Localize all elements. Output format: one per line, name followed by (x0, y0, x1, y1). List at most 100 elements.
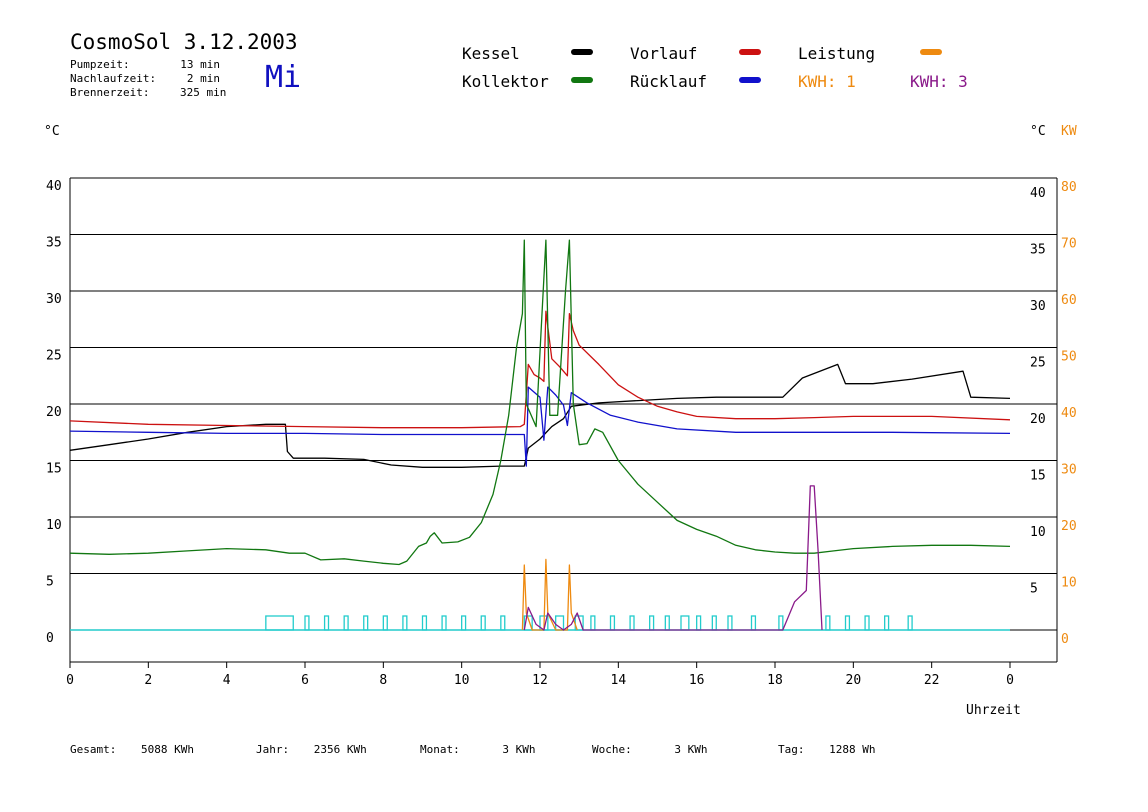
y-tick-label-kw: 80 (1061, 180, 1077, 195)
y-tick-label-right: 25 (1030, 356, 1046, 371)
pump-pulse (363, 615, 369, 631)
x-tick-label: 10 (454, 673, 470, 688)
y-tick-label-left: 40 (46, 179, 62, 194)
series-line-kwh (523, 485, 823, 631)
y-tick-label-kw: 20 (1061, 519, 1077, 534)
pump-pulse (304, 615, 310, 631)
stat-value: 325 min (180, 86, 227, 99)
pump-pulse (825, 615, 831, 631)
legend-leistung-label: Leistung (798, 44, 876, 63)
pump-pulse (750, 615, 757, 631)
pump-pulse (523, 615, 533, 631)
footer-value: 1288 Wh (829, 743, 876, 756)
pump-pulse (629, 615, 635, 631)
pump-pulse (500, 615, 506, 631)
pump-pulse (609, 615, 616, 631)
footer-monat: Monat: 3 KWh (420, 743, 536, 756)
footer-label: Jahr: (256, 743, 290, 756)
y-tick-label-kw: 30 (1061, 463, 1077, 478)
pump-pulse (421, 615, 428, 631)
pump-pulse (590, 615, 596, 631)
y-tick-label-kw: 60 (1061, 293, 1077, 308)
y-tick-label-kw: 50 (1061, 350, 1077, 365)
footer-value: 3 KWh (502, 743, 536, 756)
x-tick-label: 8 (379, 673, 387, 688)
pump-pulse (382, 615, 388, 631)
footer-gesamt: Gesamt: 5088 KWh (70, 743, 194, 756)
y-tick-label-kw: 70 (1061, 237, 1077, 252)
y-tick-label-right: 10 (1030, 525, 1046, 540)
right-axis-unit-kw: KW (1061, 124, 1077, 139)
pump-pulse (907, 615, 913, 631)
pump-pulse (884, 615, 890, 631)
x-tick-label: 0 (1006, 673, 1014, 688)
y-tick-label-left: 10 (46, 518, 62, 533)
stat-value: 2 min (186, 72, 220, 85)
stat-value: 13 min (180, 58, 220, 71)
footer-value: 5088 KWh (140, 743, 194, 756)
y-tick-label-kw: 40 (1061, 406, 1077, 421)
pump-pulse (696, 615, 702, 631)
pump-pulse (461, 615, 467, 631)
y-tick-label-left: 30 (46, 292, 62, 307)
footer-value: 2356 KWh (313, 743, 367, 756)
pump-pulse (680, 615, 690, 631)
series-line-rcklauf (69, 386, 1011, 467)
footer-label: Tag: (778, 743, 805, 756)
series-line-kessel (69, 363, 1011, 468)
x-tick-label: 2 (144, 673, 152, 688)
x-tick-label: 20 (846, 673, 862, 688)
y-tick-label-right: 30 (1030, 299, 1046, 314)
y-tick-label-right: 15 (1030, 469, 1046, 484)
y-tick-label-right: 40 (1030, 186, 1046, 201)
stat-label: Nachlaufzeit: (70, 72, 157, 85)
footer-label: Monat: (420, 743, 460, 756)
legend-ruecklauf-label: Rücklauf (630, 72, 708, 91)
legend-kwh1-label: KWH: 1 (798, 72, 856, 91)
footer-jahr: Jahr: 2356 KWh (256, 743, 367, 756)
y-tick-label-left: 5 (46, 575, 54, 590)
y-tick-label-kw: 0 (1061, 632, 1069, 647)
x-axis-label: Uhrzeit (966, 703, 1021, 718)
x-tick-label: 4 (223, 673, 231, 688)
series-line-leistung (521, 558, 578, 631)
legend-vorlauf-label: Vorlauf (630, 44, 698, 63)
x-tick-label: 0 (66, 673, 74, 688)
y-tick-label-left: 25 (46, 349, 62, 364)
right-axis-unit-c: °C (1030, 124, 1046, 139)
stat-label: Brennerzeit: (70, 86, 150, 99)
pump-pulse (265, 615, 294, 631)
pump-pulse (480, 615, 486, 631)
y-tick-label-left: 0 (46, 631, 54, 646)
pump-pulse (727, 615, 733, 631)
pump-pulse (844, 615, 851, 631)
y-tick-label-left: 15 (46, 462, 62, 477)
x-tick-label: 12 (532, 673, 548, 688)
series-line-vorlauf (69, 310, 1011, 429)
pump-pulse (778, 615, 784, 631)
pump-pulse (864, 615, 870, 631)
legend-kollektor-label: Kollektor (462, 72, 549, 91)
legend-kwh3-label: KWH: 3 (910, 72, 968, 91)
pump-pulse (649, 615, 655, 631)
pump-pulse (402, 615, 408, 631)
footer-label: Gesamt: (70, 743, 117, 756)
x-tick-label: 22 (924, 673, 940, 688)
y-tick-label-right: 35 (1030, 243, 1046, 258)
pump-pulse (664, 615, 670, 631)
x-tick-label: 16 (689, 673, 705, 688)
weekday-label: Mi (265, 60, 302, 95)
y-tick-label-left: 20 (46, 405, 62, 420)
footer-label: Woche: (592, 743, 632, 756)
pump-pulse (711, 615, 717, 631)
stats-block: Pumpzeit: 13 min Nachlaufzeit: 2 min Bre… (70, 58, 227, 100)
series-line-kollektor (69, 239, 1011, 566)
y-tick-label-kw: 10 (1061, 576, 1077, 591)
y-tick-label-right: 5 (1030, 582, 1038, 597)
x-tick-label: 18 (767, 673, 783, 688)
pump-pulse (323, 615, 330, 631)
pump-pulse (343, 615, 349, 631)
y-tick-label-left: 35 (46, 236, 62, 251)
footer-value: 3 KWh (674, 743, 708, 756)
